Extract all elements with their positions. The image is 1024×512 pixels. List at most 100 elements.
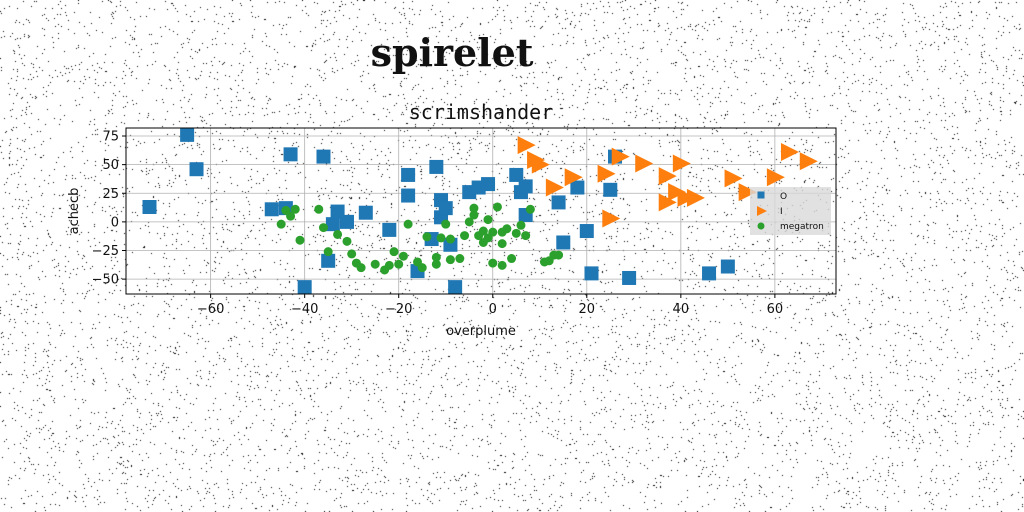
legend-marker-megatron — [757, 222, 765, 230]
data-point-triangle — [658, 167, 677, 186]
data-point-circle — [295, 235, 305, 245]
data-point-circle — [497, 260, 507, 270]
data-point-square — [720, 259, 735, 274]
y-tick-label: 0 — [111, 215, 119, 230]
data-point-triangle — [677, 188, 696, 207]
data-point-circle — [554, 250, 564, 260]
data-point-circle — [492, 202, 502, 212]
x-tick-label: −60 — [197, 302, 224, 317]
data-point-square — [448, 280, 463, 295]
data-point-circle — [394, 259, 404, 269]
data-point-square — [622, 270, 637, 285]
data-point-circle — [323, 247, 333, 257]
data-point-circle — [431, 259, 441, 269]
data-point-triangle — [517, 136, 536, 155]
data-point-triangle — [531, 155, 550, 174]
data-point-circle — [356, 263, 366, 273]
data-point-circle — [469, 203, 479, 213]
data-point-square — [518, 179, 533, 194]
x-axis-label: overplume — [446, 324, 516, 339]
data-point-triangle — [686, 188, 705, 207]
data-point-circle — [333, 229, 343, 239]
y-tick-label: 25 — [102, 187, 119, 202]
data-point-circle — [464, 217, 474, 227]
data-point-circle — [422, 232, 432, 242]
y-tick-label: 75 — [102, 130, 119, 145]
data-point-triangle — [597, 164, 616, 183]
data-point-triangle — [672, 154, 691, 173]
data-point-triangle — [611, 147, 630, 166]
data-point-circle — [488, 227, 498, 237]
data-point-square — [358, 205, 373, 220]
data-point-square — [316, 149, 331, 164]
data-point-square — [142, 199, 157, 214]
data-point-square — [429, 159, 444, 174]
data-point-square — [189, 162, 204, 177]
chart-title: scrimshander — [409, 100, 554, 124]
series-megatron — [276, 202, 564, 275]
data-point-square — [551, 195, 566, 210]
data-point-circle — [441, 219, 451, 229]
legend-label-i: I — [780, 207, 783, 217]
data-point-square — [180, 127, 195, 142]
data-point-circle — [417, 263, 427, 273]
data-point-circle — [314, 204, 324, 214]
data-point-circle — [370, 259, 380, 269]
plot-frame — [125, 127, 837, 295]
data-point-triangle — [766, 168, 785, 187]
data-point-circle — [469, 210, 479, 220]
data-point-circle — [488, 258, 498, 268]
figure-suptitle: spirelet — [370, 30, 534, 75]
data-point-square — [339, 214, 354, 229]
data-point-circle — [445, 255, 455, 265]
series-i — [517, 136, 818, 228]
data-point-circle — [389, 247, 399, 257]
x-tick-label: −40 — [291, 302, 318, 317]
legend: O I megatron — [750, 187, 831, 235]
data-point-circle — [403, 219, 413, 229]
data-point-circle — [398, 251, 408, 261]
data-point-triangle — [602, 209, 621, 228]
legend-marker-i — [757, 206, 767, 216]
data-point-square — [509, 167, 524, 182]
data-point-circle — [290, 204, 300, 214]
data-point-square — [438, 201, 453, 216]
data-point-square — [401, 167, 416, 182]
data-point-triangle — [738, 183, 757, 202]
data-point-circle — [436, 233, 446, 243]
data-point-circle — [525, 204, 535, 214]
data-point-circle — [342, 236, 352, 246]
data-point-circle — [347, 249, 357, 259]
series-o — [142, 127, 735, 295]
data-point-circle — [318, 223, 328, 233]
x-tick-label: 40 — [673, 302, 690, 317]
legend-marker-o — [757, 191, 765, 199]
data-point-circle — [478, 226, 488, 236]
x-tick-label: 60 — [767, 302, 784, 317]
data-point-circle — [502, 224, 512, 234]
x-tick-label: 0 — [489, 302, 497, 317]
data-point-circle — [286, 211, 296, 221]
data-point-triangle — [668, 183, 687, 202]
legend-label-megatron: megatron — [780, 222, 824, 232]
data-point-square — [579, 224, 594, 239]
legend-label-o: O — [780, 192, 787, 202]
data-point-circle — [445, 234, 455, 244]
data-point-circle — [507, 254, 517, 264]
data-point-circle — [276, 219, 286, 229]
data-point-circle — [521, 231, 531, 241]
y-tick-label: −50 — [92, 273, 119, 288]
data-point-square — [325, 217, 340, 232]
data-point-triangle — [780, 143, 799, 162]
data-point-circle — [497, 239, 507, 249]
data-point-square — [283, 147, 298, 162]
data-point-circle — [460, 231, 470, 241]
data-point-square — [556, 235, 571, 250]
data-point-triangle — [635, 154, 654, 173]
data-point-triangle — [545, 178, 564, 197]
x-tick-label: −20 — [385, 302, 412, 317]
data-point-square — [603, 182, 618, 197]
data-point-triangle — [564, 168, 583, 187]
x-tick-label: 20 — [579, 302, 596, 317]
